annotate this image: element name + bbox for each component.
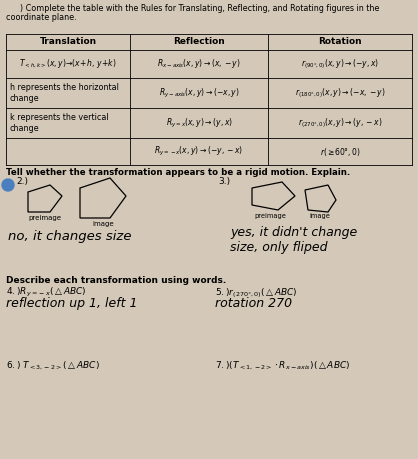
Text: 3.): 3.) [218, 177, 230, 186]
Text: $6.)\;T_{<3,-2>}(\triangle ABC)$: $6.)\;T_{<3,-2>}(\triangle ABC)$ [6, 360, 100, 372]
Text: preimage: preimage [28, 215, 61, 221]
Text: $r_{(270°,0)}(x,y)\rightarrow(y,-x)$: $r_{(270°,0)}(x,y)\rightarrow(y,-x)$ [298, 116, 382, 130]
Text: k represents the vertical
change: k represents the vertical change [10, 113, 109, 133]
Text: h represents the horizontal
change: h represents the horizontal change [10, 83, 119, 103]
Text: $4.)R_{y=-x}(\triangle ABC)$: $4.)R_{y=-x}(\triangle ABC)$ [6, 286, 87, 299]
Text: image: image [310, 213, 331, 219]
Text: rotation 270: rotation 270 [215, 297, 292, 310]
Circle shape [2, 179, 14, 191]
Text: no, it changes size: no, it changes size [8, 230, 132, 243]
Text: $R_{y-axis}(x,y)\rightarrow(-x,y)$: $R_{y-axis}(x,y)\rightarrow(-x,y)$ [158, 86, 240, 100]
Text: Translation: Translation [39, 38, 97, 46]
Text: preimage: preimage [254, 213, 286, 219]
Text: Rotation: Rotation [318, 38, 362, 46]
Text: Describe each transformation using words.: Describe each transformation using words… [6, 276, 226, 285]
Text: ) Complete the table with the Rules for Translating, Reflecting, and Rotating fi: ) Complete the table with the Rules for … [20, 4, 380, 13]
Text: yes, it didn't change
size, only fliped: yes, it didn't change size, only fliped [230, 226, 357, 254]
Text: reflection up 1, left 1: reflection up 1, left 1 [6, 297, 138, 310]
Text: Tell whether the transformation appears to be a rigid motion. Explain.: Tell whether the transformation appears … [6, 168, 350, 177]
Text: $R_{y=x}(x,y)\rightarrow(y,x)$: $R_{y=x}(x,y)\rightarrow(y,x)$ [166, 117, 232, 129]
Text: coordinate plane.: coordinate plane. [6, 13, 76, 22]
Text: $r_{(180°,0)}(x,y)\rightarrow(-x,-y)$: $r_{(180°,0)}(x,y)\rightarrow(-x,-y)$ [295, 86, 385, 100]
Text: image: image [92, 221, 114, 227]
Text: 2.): 2.) [16, 177, 28, 186]
Text: Reflection: Reflection [173, 38, 225, 46]
Text: $R_{y=-x}(x,y)\rightarrow(-y,-x)$: $R_{y=-x}(x,y)\rightarrow(-y,-x)$ [154, 145, 244, 158]
Text: $5.)r_{(270°,0)}(\triangle ABC)$: $5.)r_{(270°,0)}(\triangle ABC)$ [215, 286, 298, 300]
Text: $R_{x-axis}(x,y)\rightarrow(x,-y)$: $R_{x-axis}(x,y)\rightarrow(x,-y)$ [157, 57, 241, 71]
Text: $T_{<h,k>}(x,y)\!\rightarrow\!(x\!+\!h,\,y\!+\!k)$: $T_{<h,k>}(x,y)\!\rightarrow\!(x\!+\!h,\… [19, 57, 117, 70]
Text: $r(\geq\!60°,0)$: $r(\geq\!60°,0)$ [320, 146, 360, 157]
Text: $7.)(T_{<1,-2>}\cdot R_{x-axis})(\triangle ABC)$: $7.)(T_{<1,-2>}\cdot R_{x-axis})(\triang… [215, 360, 350, 372]
Text: $r_{(90°,0)}(x,y)\rightarrow(-y,x)$: $r_{(90°,0)}(x,y)\rightarrow(-y,x)$ [301, 57, 379, 71]
